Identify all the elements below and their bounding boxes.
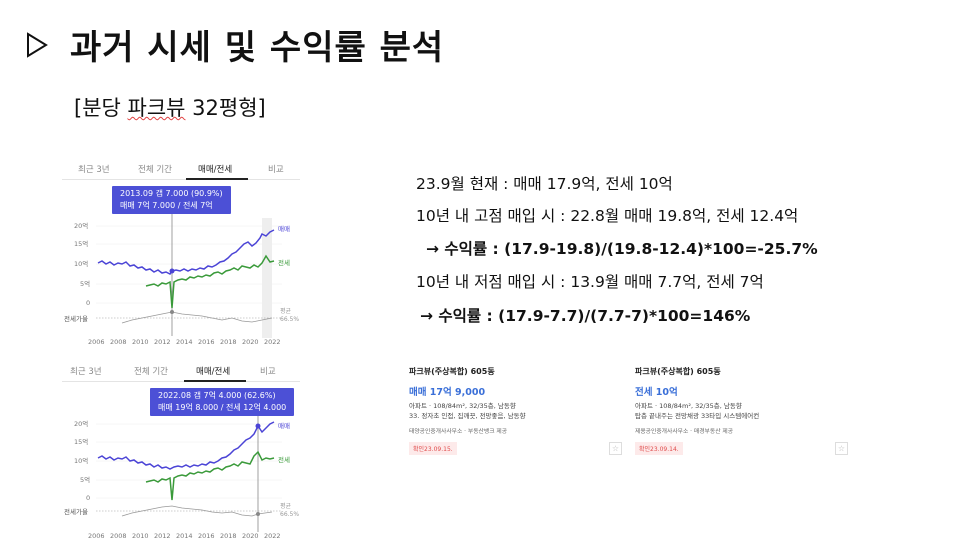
listing-desc: 33. 정자초 인접, 집깨끗, 전망좋음, 남동향 [409, 412, 526, 420]
active-tab-underline [184, 380, 246, 382]
ratio-point-marker [256, 512, 260, 516]
chart-tabs: 최근 3년 전체 기간 매매/전세 비교 [62, 158, 300, 180]
tab-compare[interactable]: 비교 [260, 367, 276, 377]
x-tick: 2012 [154, 338, 171, 346]
listing-card-sale[interactable]: 파크뷰(주상복합) 605동 매매 17억 9,000 아파트 · 108/84… [404, 366, 622, 458]
analysis-low-buy: 10년 내 저점 매입 시 : 13.9월 매매 7.7억, 전세 7억 [416, 273, 764, 291]
y-tick: 10억 [74, 260, 88, 268]
sale-series-label: 매매 [278, 225, 290, 233]
avg-label: 평균 [280, 307, 292, 315]
listing-desc: 탑층 끝내주는 전망채광 33타입 시스템에어컨 [635, 412, 760, 420]
analysis-high-buy: 10년 내 고점 매입 시 : 22.8월 매매 19.8억, 전세 12.4억 [416, 207, 799, 225]
x-tick: 2008 [110, 532, 127, 540]
sale-series-label: 매매 [278, 422, 290, 430]
confirm-date-badge: 확인23.09.14. [635, 442, 683, 455]
y-tick: 5억 [80, 476, 90, 484]
analysis-low-return: → 수익률 : (17.9-7.7)/(7.7-7)*100=146% [420, 307, 751, 325]
x-tick: 2012 [154, 532, 171, 540]
y-tick: 0 [86, 494, 90, 502]
listing-agent: 제용공인중개사사무소 · 매경부동산 제공 [635, 429, 734, 435]
ratio-point-marker [170, 310, 174, 314]
listing-title: 파크뷰(주상복합) 605동 [635, 367, 721, 376]
sale-series-line [97, 421, 275, 470]
price-chart-1: 최근 3년 전체 기간 매매/전세 비교 20억 15억 10억 5억 0 매매… [62, 158, 300, 348]
chart-plot: 20억 15억 10억 5억 0 매매 전세 전세가율 평균 66.5% 200… [64, 202, 299, 346]
sale-point-marker [169, 268, 175, 274]
x-tick: 2016 [198, 338, 215, 346]
jeonse-series-line [145, 450, 275, 501]
avg-value: 66.5% [280, 316, 299, 323]
x-tick: 2010 [132, 338, 149, 346]
tooltip-line-2: 매매 19억 8.000 / 전세 12억 4.000 [158, 403, 287, 412]
listing-card-jeonse[interactable]: 파크뷰(주상복합) 605동 전세 10억 아파트 · 108/84m², 32… [630, 366, 848, 458]
jeonse-series-label: 전세 [278, 258, 290, 267]
active-tab-underline [186, 178, 248, 180]
listing-spec: 아파트 · 108/84m², 32/35층, 남동향 [409, 402, 516, 410]
page-title: 과거 시세 및 수익률 분석 [70, 28, 445, 68]
subtitle-underlined: 파크뷰 [127, 96, 186, 120]
listing-price: 매매 17억 9,000 [409, 387, 486, 398]
chart-tooltip: 2013.09 갭 7.000 (90.9%) 매매 7억 7.000 / 전세… [112, 186, 231, 214]
avg-value: 66.5% [280, 511, 299, 518]
tooltip-line-1: 2013.09 갭 7.000 (90.9%) [120, 189, 223, 198]
sale-point-marker [255, 423, 261, 429]
x-tick: 2020 [242, 532, 259, 540]
chart-tabs: 최근 3년 전체 기간 매매/전세 비교 [62, 360, 300, 382]
avg-label: 평균 [280, 502, 292, 510]
tab-all-period[interactable]: 전체 기간 [138, 165, 172, 175]
x-tick: 2006 [88, 532, 105, 540]
tab-recent-3y[interactable]: 최근 3년 [70, 367, 102, 377]
x-tick: 2022 [264, 532, 281, 540]
tab-all-period[interactable]: 전체 기간 [134, 367, 168, 377]
x-tick: 2008 [110, 338, 127, 346]
highlight-band [262, 218, 272, 338]
jeonse-series-label: 전세 [278, 455, 290, 464]
x-tick: 2018 [220, 532, 237, 540]
y-tick: 20억 [74, 420, 88, 428]
x-tick: 2022 [264, 338, 281, 346]
chart-plot: 20억 15억 10억 5억 0 매매 전세 전세가율 평균 66.5% 200… [64, 404, 299, 540]
y-tick: 5억 [80, 280, 90, 288]
x-tick: 2016 [198, 532, 215, 540]
analysis-high-return: → 수익률 : (17.9-19.8)/(19.8-12.4)*100=-25.… [426, 240, 818, 258]
y-tick: 15억 [74, 240, 88, 248]
y-tick: 15억 [74, 438, 88, 446]
play-triangle-icon [27, 32, 48, 58]
ratio-label: 전세가율 [64, 507, 88, 516]
jeonse-series-line [145, 254, 275, 309]
tooltip-line-2: 매매 7억 7.000 / 전세 7억 [120, 201, 213, 210]
y-tick: 0 [86, 299, 90, 307]
listing-title: 파크뷰(주상복합) 605동 [409, 367, 495, 376]
listing-price: 전세 10억 [635, 387, 678, 398]
tooltip-line-1: 2022.08 갭 7억 4.000 (62.6%) [158, 391, 276, 400]
x-tick: 2014 [176, 338, 193, 346]
y-tick: 20억 [74, 222, 88, 230]
ratio-label: 전세가율 [64, 314, 88, 323]
x-tick: 2014 [176, 532, 193, 540]
subtitle-prefix: [분당 [74, 96, 128, 120]
tab-sale-jeonse[interactable]: 매매/전세 [198, 165, 233, 175]
subtitle-suffix: 32평형] [185, 96, 266, 120]
analysis-current: 23.9월 현재 : 매매 17.9억, 전세 10억 [416, 175, 673, 193]
ratio-series-line [121, 311, 273, 324]
y-tick: 10억 [74, 457, 88, 465]
x-tick: 2010 [132, 532, 149, 540]
page-subtitle: [분당 파크뷰 32평형] [74, 92, 266, 122]
tab-recent-3y[interactable]: 최근 3년 [78, 165, 110, 175]
x-tick: 2020 [242, 338, 259, 346]
sale-series-line [97, 229, 275, 275]
x-tick: 2006 [88, 338, 105, 346]
price-chart-2: 최근 3년 전체 기간 매매/전세 비교 20억 15억 10억 5억 0 매매… [62, 360, 300, 544]
tab-sale-jeonse[interactable]: 매매/전세 [196, 367, 231, 377]
star-icon[interactable]: ☆ [835, 442, 848, 455]
star-icon[interactable]: ☆ [609, 442, 622, 455]
tab-compare[interactable]: 비교 [268, 165, 284, 175]
listing-spec: 아파트 · 108/84m², 32/35층, 남동향 [635, 402, 742, 410]
confirm-date-badge: 확인23.09.15. [409, 442, 457, 455]
chart-tooltip: 2022.08 갭 7억 4.000 (62.6%) 매매 19억 8.000 … [150, 388, 295, 416]
x-tick: 2018 [220, 338, 237, 346]
ratio-series-line [121, 505, 273, 517]
listing-agent: 태양공인중개사사무소 · 부동산뱅크 제공 [409, 429, 508, 435]
